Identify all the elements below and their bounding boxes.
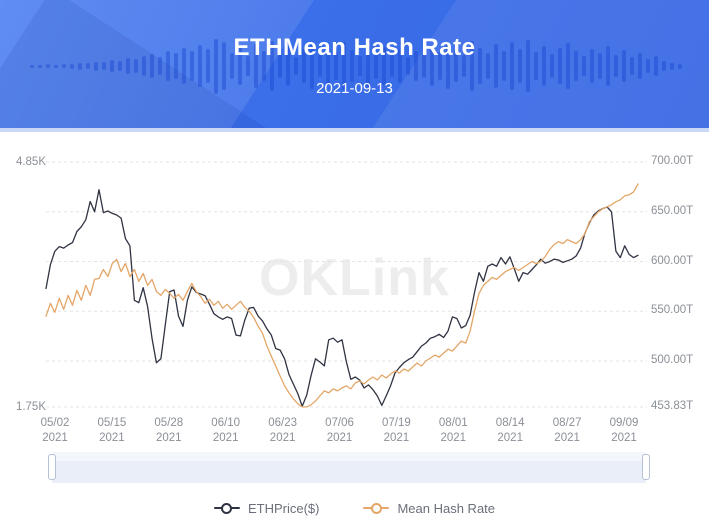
legend-item-mean-hash-rate[interactable]: Mean Hash Rate [363,501,495,516]
y-axis-right-label: 650.00T [651,204,694,217]
series-line [45,189,639,407]
y-axis-right-label: 700.00T [651,155,694,167]
x-axis-tick-label: 05/28 2021 [154,417,184,444]
chart-legend: ETHPrice($) Mean Hash Rate [0,498,709,518]
waveform-decoration [0,0,709,128]
x-axis-tick-label: 06/23 2021 [268,417,297,444]
range-slider-handle-left[interactable] [48,454,56,480]
y-axis-left-min-label: 1.75K [15,401,46,413]
x-axis-tick-label: 05/15 2021 [97,417,127,444]
x-axis-tick-label: 05/02 2021 [40,417,70,444]
line-circle-marker-icon [363,503,390,514]
legend-label: Mean Hash Rate [397,500,496,516]
x-axis-tick-label: 09/09 2021 [609,417,639,444]
legend-label: ETHPrice($) [247,500,320,516]
y-axis-right-label: 600.00T [651,254,694,267]
y-axis-right-label: 550.00T [651,304,694,317]
page-title: ETHMean Hash Rate [233,34,476,61]
x-axis-tick-label: 07/06 2021 [325,417,354,444]
range-slider[interactable] [52,452,646,483]
x-axis-tick-label: 08/27 2021 [552,417,582,444]
x-axis-tick-label: 08/14 2021 [495,417,525,444]
x-axis-tick-label: 08/01 2021 [438,417,468,444]
y-axis-right-label: 500.00T [651,354,694,367]
y-axis-left-max-label: 4.85K [15,156,46,168]
x-axis-tick-label: 06/10 2021 [211,417,241,444]
line-circle-marker-icon [213,503,240,514]
watermark: OKLink [259,249,450,307]
series-line [45,183,639,408]
y-axis-right-label: 453.83T [651,400,694,412]
range-slider-handle-right[interactable] [642,454,650,480]
banner-divider [0,128,709,132]
header-banner: ETHMean Hash Rate 2021-09-13 [0,0,709,128]
page-date: 2021-09-13 [316,80,393,97]
x-axis-tick-label: 07/19 2021 [382,417,411,444]
legend-item-ethprice[interactable]: ETHPrice($) [213,500,320,516]
